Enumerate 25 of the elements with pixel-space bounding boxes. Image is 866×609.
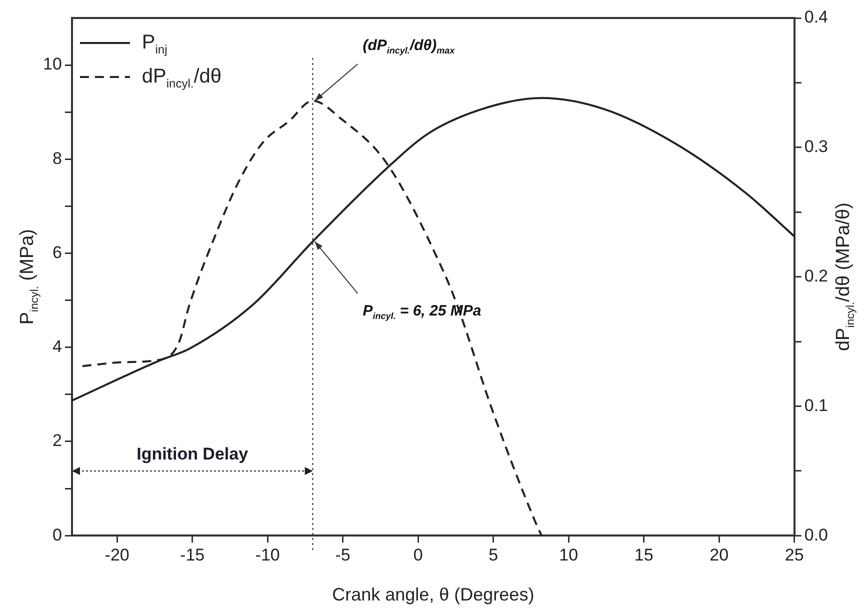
x-axis-title: Crank angle, θ (Degrees) bbox=[332, 584, 534, 605]
y-tick-label: 10 bbox=[42, 54, 62, 74]
y-tick-label: 6 bbox=[52, 242, 62, 262]
x-tick-label: 20 bbox=[710, 545, 729, 564]
x-tick-label: -5 bbox=[335, 545, 350, 564]
x-tick-label: 15 bbox=[634, 545, 654, 564]
x-tick-label: 10 bbox=[559, 545, 578, 564]
y-tick-label: 0 bbox=[52, 525, 62, 544]
y-tick-label: 2 bbox=[52, 431, 62, 450]
y-tick-label: 8 bbox=[52, 148, 62, 168]
y-axis-title: Pincyl. (MPa) bbox=[17, 228, 41, 325]
y2-tick-label: 0.3 bbox=[804, 137, 828, 156]
x-tick-label: -20 bbox=[104, 545, 130, 564]
y2-tick-label: 0.2 bbox=[804, 266, 828, 286]
x-tick-label: 0 bbox=[413, 545, 423, 564]
x-tick-label: -15 bbox=[180, 545, 205, 564]
y2-tick-label: 0.1 bbox=[804, 396, 828, 415]
text: 0.0 bbox=[804, 525, 828, 544]
x-tick-label: 5 bbox=[488, 545, 498, 564]
x-tick-label: 25 bbox=[784, 545, 804, 564]
y2-tick-label: 0.4 bbox=[804, 8, 828, 27]
y2-axis-title: dPincyl./dθ (MPa/θ) bbox=[833, 202, 857, 352]
y-tick-label: 4 bbox=[52, 337, 62, 356]
annotation: Ignition Delay bbox=[136, 444, 249, 464]
x-tick-label: -10 bbox=[255, 545, 280, 564]
